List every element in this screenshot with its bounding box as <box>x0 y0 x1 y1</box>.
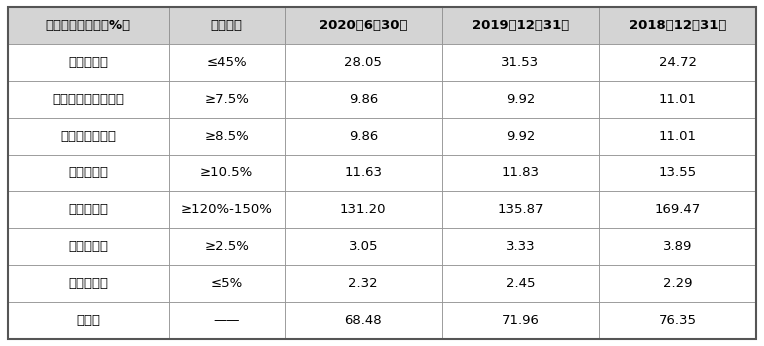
Bar <box>169 191 285 228</box>
Bar <box>169 118 285 155</box>
Text: 3.05: 3.05 <box>348 240 378 253</box>
Text: 24.72: 24.72 <box>659 56 697 69</box>
Bar <box>599 7 756 44</box>
Text: 9.92: 9.92 <box>506 93 536 106</box>
Text: 31.53: 31.53 <box>501 56 539 69</box>
Bar <box>599 44 756 81</box>
Text: 9.86: 9.86 <box>348 93 378 106</box>
Text: ——: —— <box>213 314 240 327</box>
Text: ≥7.5%: ≥7.5% <box>204 93 249 106</box>
Text: 71.96: 71.96 <box>502 314 539 327</box>
Bar <box>442 44 599 81</box>
Bar <box>599 81 756 118</box>
Bar <box>285 191 442 228</box>
Text: 2.29: 2.29 <box>663 277 692 290</box>
Bar <box>169 44 285 81</box>
Text: 28.05: 28.05 <box>345 56 382 69</box>
Bar <box>442 228 599 265</box>
Bar <box>285 265 442 302</box>
Bar <box>285 155 442 191</box>
Text: 3.89: 3.89 <box>663 240 692 253</box>
Bar <box>8 228 169 265</box>
Bar <box>442 81 599 118</box>
Text: 9.86: 9.86 <box>348 130 378 143</box>
Text: 不良贷款率: 不良贷款率 <box>68 277 108 290</box>
Bar <box>285 228 442 265</box>
Text: 135.87: 135.87 <box>497 203 544 216</box>
Bar <box>285 81 442 118</box>
Bar <box>599 228 756 265</box>
Bar <box>169 265 285 302</box>
Bar <box>8 81 169 118</box>
Bar <box>8 118 169 155</box>
Bar <box>442 7 599 44</box>
Text: 2.32: 2.32 <box>348 277 378 290</box>
Text: 11.83: 11.83 <box>501 166 539 180</box>
Bar <box>8 7 169 44</box>
Text: 3.33: 3.33 <box>506 240 536 253</box>
Text: 2020年6月30日: 2020年6月30日 <box>319 19 407 32</box>
Bar <box>285 118 442 155</box>
Bar <box>169 155 285 191</box>
Text: 131.20: 131.20 <box>340 203 387 216</box>
Bar <box>599 155 756 191</box>
Text: 2018年12月31日: 2018年12月31日 <box>629 19 727 32</box>
Text: 存贷比: 存贷比 <box>76 314 100 327</box>
Bar <box>8 155 169 191</box>
Text: 11.63: 11.63 <box>345 166 382 180</box>
Text: ≥8.5%: ≥8.5% <box>204 130 249 143</box>
Bar <box>599 302 756 339</box>
Bar <box>442 302 599 339</box>
Bar <box>169 302 285 339</box>
Text: 具体指标（单位：%）: 具体指标（单位：%） <box>46 19 131 32</box>
Text: 169.47: 169.47 <box>655 203 701 216</box>
Text: 成本收入比: 成本收入比 <box>68 56 108 69</box>
Bar <box>8 265 169 302</box>
Bar <box>285 302 442 339</box>
Text: 11.01: 11.01 <box>659 93 697 106</box>
Text: 13.55: 13.55 <box>659 166 697 180</box>
Text: 11.01: 11.01 <box>659 130 697 143</box>
Text: 2019年12月31日: 2019年12月31日 <box>472 19 569 32</box>
Bar <box>169 228 285 265</box>
Text: ≤5%: ≤5% <box>211 277 243 290</box>
Text: 核心一级资本充足率: 核心一级资本充足率 <box>52 93 124 106</box>
Bar <box>8 44 169 81</box>
Text: ≥10.5%: ≥10.5% <box>200 166 253 180</box>
Bar <box>8 191 169 228</box>
Text: 9.92: 9.92 <box>506 130 536 143</box>
Text: 资本充足率: 资本充足率 <box>68 166 108 180</box>
Text: 68.48: 68.48 <box>345 314 382 327</box>
Bar <box>169 81 285 118</box>
Text: 76.35: 76.35 <box>659 314 697 327</box>
Text: 贷款拨备率: 贷款拨备率 <box>68 240 108 253</box>
Text: 监管标准: 监管标准 <box>211 19 243 32</box>
Bar <box>442 118 599 155</box>
Text: ≥120%-150%: ≥120%-150% <box>181 203 273 216</box>
Bar <box>442 191 599 228</box>
Bar <box>599 265 756 302</box>
Bar <box>599 191 756 228</box>
Bar <box>599 118 756 155</box>
Text: ≥2.5%: ≥2.5% <box>204 240 249 253</box>
Text: 一级资本充足率: 一级资本充足率 <box>60 130 116 143</box>
Text: ≤45%: ≤45% <box>206 56 247 69</box>
Bar <box>442 265 599 302</box>
Bar <box>169 7 285 44</box>
Bar <box>285 7 442 44</box>
Text: 拨备覆盖率: 拨备覆盖率 <box>68 203 108 216</box>
Bar <box>285 44 442 81</box>
Bar <box>8 302 169 339</box>
Text: 2.45: 2.45 <box>506 277 536 290</box>
Bar <box>442 155 599 191</box>
